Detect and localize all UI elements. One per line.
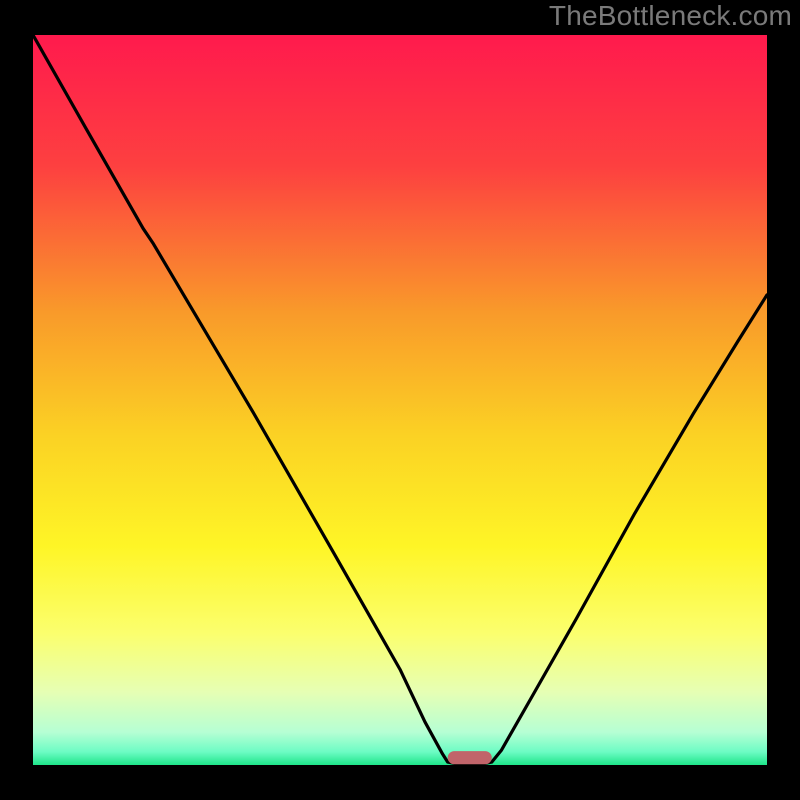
watermark-text: TheBottleneck.com (549, 0, 792, 32)
chart-frame: TheBottleneck.com (0, 0, 800, 800)
plot-area (33, 35, 767, 765)
optimal-marker (33, 35, 767, 765)
